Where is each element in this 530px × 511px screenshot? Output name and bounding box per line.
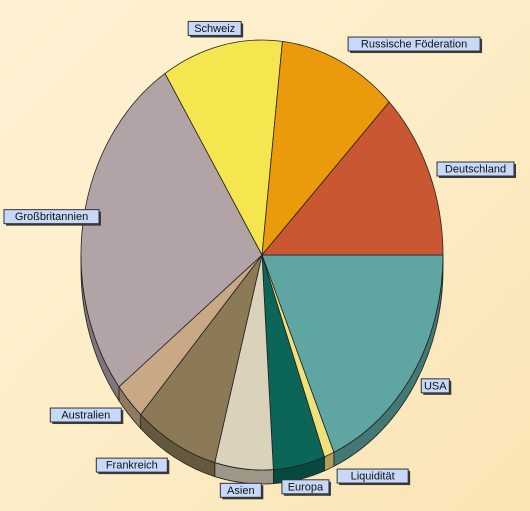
slice-label-text: Liquidität — [351, 471, 395, 483]
pie-labels: USA Liquidität Europa Asien Frankreich Austra… — [3, 20, 517, 500]
pie-slice-schweiz — [164, 39, 283, 257]
label-grossbritannien: Großbritannien — [3, 209, 101, 226]
slice-label-text: Großbritannien — [15, 211, 88, 223]
label-schweiz: Schweiz — [187, 20, 244, 38]
label-box — [187, 20, 242, 36]
label-australien: Australien — [49, 407, 124, 425]
slice-label-text: USA — [424, 380, 447, 392]
slice-label-text: Australien — [61, 410, 110, 422]
slice-label-text: Deutschland — [445, 164, 506, 176]
label-box — [49, 407, 122, 423]
label-deutschland: Deutschland — [436, 161, 517, 179]
slice-label-text: Frankreich — [106, 460, 158, 472]
label-box — [281, 479, 330, 495]
pie-slice-russische-foederation — [261, 40, 390, 257]
pie-slice-frankreich — [140, 254, 263, 464]
label-box — [95, 457, 168, 473]
label-box — [436, 161, 515, 177]
label-box — [336, 468, 409, 484]
label-box — [420, 378, 450, 394]
pie-slice-usa — [261, 254, 444, 453]
slice-label-text: Asien — [227, 485, 255, 497]
label-liquiditaet: Liquidität — [336, 468, 411, 486]
pie-slices — [80, 39, 444, 471]
slice-label-text: Schweiz — [194, 23, 235, 35]
label-box — [219, 482, 262, 498]
slice-label-text: Russische Föderation — [361, 39, 467, 51]
slice-label-text: Europa — [288, 481, 324, 493]
pie-slice-deutschland — [261, 101, 444, 256]
label-usa: USA — [420, 378, 452, 395]
label-box — [3, 209, 100, 225]
label-asien: Asien — [219, 482, 264, 500]
label-europa: Europa — [281, 479, 331, 496]
label-box — [347, 36, 481, 52]
label-frankreich: Frankreich — [95, 457, 170, 475]
label-russische-foederation: Russische Föderation — [347, 36, 483, 54]
